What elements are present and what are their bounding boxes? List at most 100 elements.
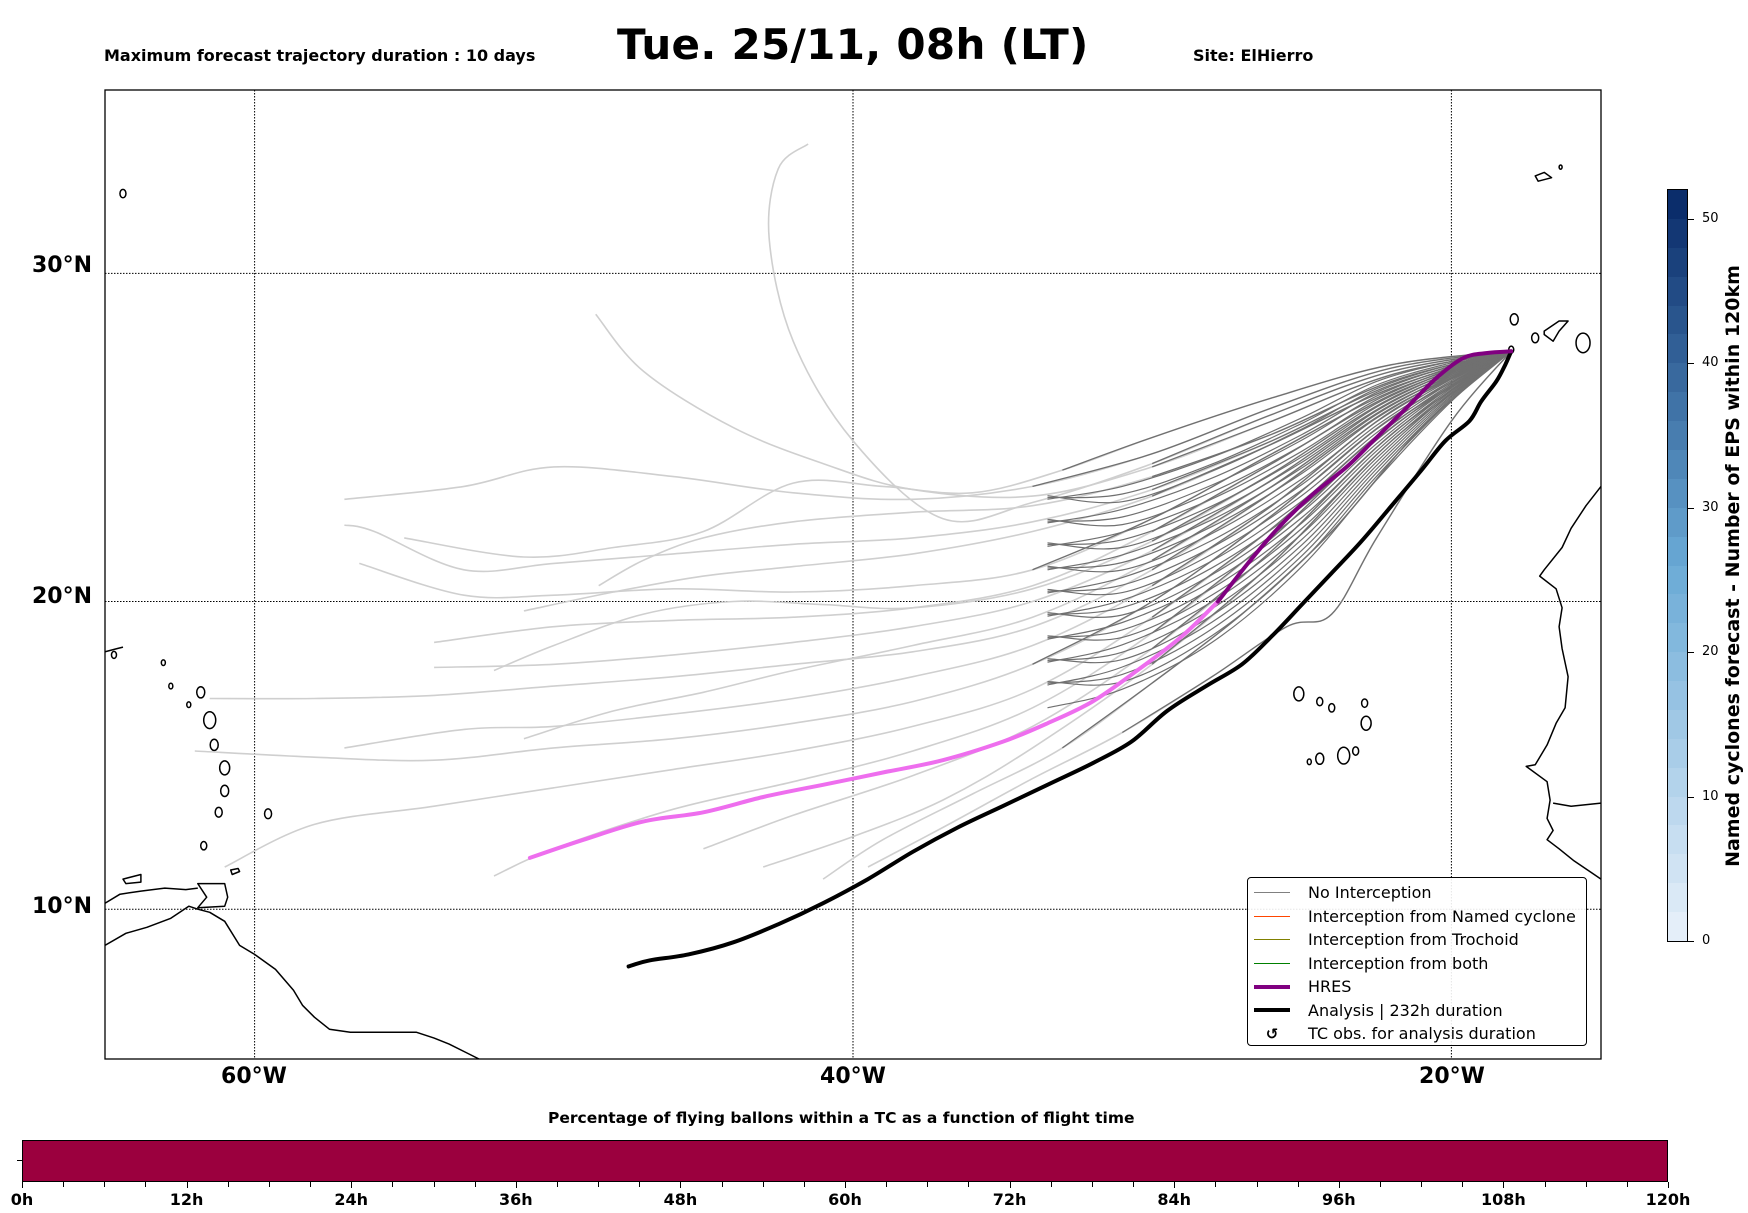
eps-trajectory-near	[1047, 350, 1512, 617]
eps-trajectory-near	[1047, 350, 1512, 664]
flight-time-tick-label: 48h	[663, 1190, 698, 1209]
flight-time-tick	[145, 1182, 147, 1187]
flight-time-tick-label: 36h	[498, 1190, 533, 1209]
trajectories	[194, 143, 1514, 969]
colorbar-label: Named cyclones forecast - Number of EPS …	[1722, 265, 1744, 867]
legend-item-both: Interception from both	[1248, 952, 1586, 976]
coast-martinique	[218, 760, 231, 776]
flight-time-tick	[515, 1182, 517, 1188]
colorbar-segment	[1668, 767, 1687, 797]
cyclone-colorbar	[1667, 189, 1688, 942]
flight-time-tick	[63, 1182, 65, 1187]
eps-trajectory-near	[1047, 350, 1512, 663]
legend-line-icon	[1254, 962, 1290, 964]
coast-fogo	[1315, 752, 1325, 766]
legend-line-icon	[1254, 1008, 1290, 1013]
flight-time-tick	[1668, 1182, 1669, 1188]
coast-la-gomera	[1530, 332, 1540, 344]
lat-label-10n: 10°N	[31, 894, 92, 919]
coast-montserrat	[186, 701, 192, 709]
flight-time-tick	[721, 1182, 723, 1187]
colorbar-segment	[1668, 189, 1687, 219]
eps-trajectory-near	[1047, 350, 1512, 641]
colorbar-segment	[1668, 218, 1687, 248]
analysis-trajectory	[626, 349, 1514, 969]
colorbar-segment	[1668, 391, 1687, 422]
colorbar-tick	[1688, 941, 1694, 942]
legend-line-icon	[1254, 915, 1290, 917]
flight-time-tick	[845, 1182, 846, 1188]
coast-sao-vicente	[1316, 696, 1324, 707]
flight-time-tick	[762, 1182, 764, 1187]
flight-time-tick	[1297, 1182, 1299, 1187]
coast-puerto-rico	[105, 646, 124, 653]
coast-madeira	[1534, 171, 1553, 182]
flight-time-tick	[104, 1182, 106, 1187]
flight-time-tick	[351, 1182, 353, 1188]
eps-trajectory-near	[1047, 350, 1512, 500]
coast-gran-canaria	[1575, 332, 1591, 354]
flight-time-tick	[392, 1182, 394, 1187]
hres-trajectory-near	[1216, 349, 1514, 604]
coast-la-palma	[1509, 312, 1519, 326]
coast-st-martin	[160, 659, 167, 667]
coast-boa-vista	[1360, 715, 1372, 732]
lon-label-40w: 40°W	[820, 1064, 886, 1089]
flight-time-tick	[474, 1182, 476, 1187]
colorbar-tick	[1688, 652, 1694, 654]
flight-time-tick	[803, 1182, 805, 1187]
legend-item-trochoid: Interception from Trochoid	[1248, 928, 1586, 952]
colorbar-segment	[1668, 593, 1687, 624]
legend-item-no-interception: No Interception	[1248, 881, 1586, 905]
coast-tobago	[229, 867, 241, 876]
coast-sal	[1360, 698, 1369, 709]
eps-trajectory-near	[1121, 350, 1512, 734]
colorbar-segment	[1668, 362, 1687, 393]
map-frame	[104, 89, 1602, 1060]
colorbar-segment	[1668, 911, 1687, 941]
coast-barbados	[263, 808, 273, 820]
eps-trajectory-near	[1047, 350, 1512, 547]
flight-time-tick	[556, 1182, 558, 1187]
flight-time-tick	[1133, 1182, 1135, 1187]
info-line: Maximum forecast trajectory duration : 1…	[104, 46, 536, 65]
eps-trajectory-near	[1047, 350, 1512, 684]
flight-time-tick	[1091, 1182, 1093, 1187]
colorbar-segment	[1668, 796, 1687, 826]
eps-trajectory-near	[1047, 350, 1512, 546]
flight-time-tick-label: 60h	[828, 1190, 862, 1209]
eps-trajectory-near	[1047, 350, 1512, 573]
eps-trajectory-near	[1047, 350, 1512, 569]
flight-time-tick-label: 108h	[1480, 1190, 1526, 1209]
colorbar-segment	[1668, 709, 1687, 739]
coast-maio	[1351, 746, 1360, 756]
flight-time-tick	[22, 1182, 23, 1188]
coast-tenerife	[1543, 320, 1569, 342]
flight-time-tick	[927, 1182, 929, 1187]
eps-trajectory-near	[1047, 350, 1512, 571]
coast-west-africa	[1525, 485, 1601, 880]
flight-time-tick-label: 12h	[169, 1190, 204, 1209]
map-legend: No Interception Interception from Named …	[1247, 877, 1587, 1046]
colorbar-segment	[1668, 680, 1687, 710]
coastlines	[105, 164, 1601, 1059]
flight-time-tick	[1544, 1182, 1546, 1187]
eps-trajectory-near	[1047, 350, 1512, 594]
flight-time-tick-label: 72h	[992, 1190, 1027, 1209]
legend-line-icon	[1254, 939, 1290, 941]
coast-antigua	[195, 685, 206, 699]
legend-line-icon	[1254, 892, 1290, 894]
flight-time-tick	[1009, 1182, 1011, 1188]
eps-trajectory-near	[1047, 350, 1512, 640]
colorbar-tick-label: 40	[1702, 355, 1719, 371]
coast-margarita	[122, 873, 142, 885]
coast-porto-santo	[1558, 164, 1563, 170]
flight-time-tick	[227, 1182, 229, 1187]
flight-time-tick	[1421, 1182, 1423, 1187]
flight-time-tick	[598, 1182, 600, 1187]
legend-line-icon	[1254, 984, 1290, 989]
eps-trajectory-near	[1047, 350, 1512, 662]
coast-santo-antao	[1293, 686, 1305, 702]
flight-time-tick	[1503, 1182, 1505, 1188]
flight-time-tick-label: 24h	[334, 1190, 369, 1209]
